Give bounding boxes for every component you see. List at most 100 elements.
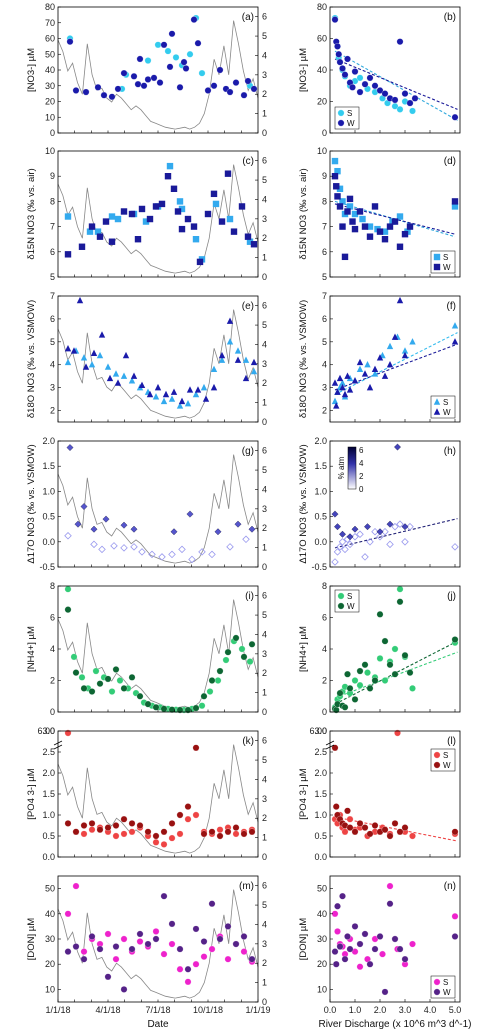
legend-marker — [433, 988, 441, 996]
data-point-s — [198, 702, 206, 710]
data-point-w — [112, 666, 120, 673]
data-point-w — [371, 365, 379, 373]
y-tick-label: 20 — [317, 97, 327, 107]
y2-tick-label: 3 — [262, 794, 267, 804]
data-point-w — [339, 223, 346, 230]
data-point-s — [86, 228, 94, 235]
data-point-s — [346, 815, 354, 823]
data-point-w — [361, 370, 369, 377]
data-point-w — [391, 218, 399, 225]
data-point-s — [80, 354, 88, 361]
data-point-w — [230, 228, 238, 235]
y-tick-label: 1.0 — [42, 810, 55, 820]
data-point-w — [224, 923, 232, 930]
data-point-w — [240, 91, 248, 99]
data-point-s — [351, 210, 359, 218]
data-point-w — [202, 395, 210, 402]
data-point-w — [146, 390, 154, 398]
data-point-s — [178, 205, 186, 213]
data-point-s — [108, 213, 116, 220]
y2-tick-label: 6 — [262, 736, 267, 746]
y2-tick-label: 2 — [262, 378, 267, 388]
data-point-s — [80, 948, 88, 955]
data-point-w — [180, 58, 188, 66]
data-point-w — [224, 648, 232, 656]
data-point-s — [144, 57, 152, 64]
data-point-s — [379, 950, 386, 958]
data-point-w — [232, 634, 240, 642]
data-point-w — [152, 832, 160, 840]
y2-tick-label: 0 — [262, 562, 267, 572]
y-tick-label: 5 — [50, 337, 55, 347]
data-point-w — [72, 669, 80, 676]
panel-l: 0.0 0.5 1.0 1.5 2.0 2.5 3.06.00 (l) [PO4 3-] µM S… — [298, 726, 461, 862]
data-point-s — [184, 399, 192, 407]
data-point-open — [178, 545, 186, 554]
data-point-w — [366, 233, 374, 240]
data-point-w — [192, 744, 200, 752]
data-point-s — [96, 351, 104, 359]
data-point-w — [356, 667, 364, 675]
y-axis-label: δ18O NO3 (‰ vs. VSMOW) — [298, 300, 309, 418]
y-break-label: 6.00 — [37, 726, 55, 736]
data-point-w — [102, 218, 110, 225]
data-point-w — [168, 30, 176, 38]
data-point-w — [128, 820, 136, 827]
data-point-w — [90, 349, 98, 356]
data-point-w — [386, 661, 394, 669]
data-point-w — [64, 251, 72, 258]
data-point-s — [351, 677, 359, 684]
data-point-filled — [170, 528, 178, 536]
data-point-w — [396, 243, 404, 250]
legend: SW — [430, 250, 456, 274]
data-point-s — [250, 367, 258, 375]
y-axis-label: Δ17O NO3 (‰ vs. VSMOW) — [298, 444, 309, 563]
data-point-filled — [364, 523, 371, 531]
data-point-w — [346, 685, 354, 692]
data-point-s — [168, 940, 176, 948]
data-point-w — [341, 253, 349, 261]
panel-m: 0 1 2 3 4 5 6 10 20 30 40 50 1/1/18 4/1/18 7/1/18 10/1/… — [26, 875, 271, 1030]
data-point-w — [224, 170, 232, 177]
data-point-w — [341, 390, 349, 398]
y2-tick-label: 5 — [262, 755, 267, 765]
data-point-w — [351, 923, 359, 930]
data-point-w — [332, 803, 340, 810]
data-point-s — [176, 402, 184, 409]
data-point-w — [226, 88, 234, 96]
data-point-w — [451, 198, 459, 205]
data-point-s — [206, 688, 214, 695]
data-point-s — [396, 585, 404, 593]
legend-marker — [433, 253, 441, 261]
data-point-s — [112, 370, 120, 377]
panel-h: -0.5 0.0 0.5 1.0 1.5 2.0 (h) Δ17O NO3 (‰ vs. VS… — [298, 436, 461, 572]
data-point-s — [216, 826, 224, 834]
y-tick-label: 1.5 — [42, 789, 55, 799]
data-point-s — [451, 322, 459, 329]
data-point-filled — [186, 510, 194, 518]
data-point-open — [110, 542, 118, 550]
data-point-w — [78, 243, 86, 250]
data-point-w — [366, 74, 374, 82]
y-tick-label: 9 — [50, 171, 55, 181]
data-point-w — [240, 933, 248, 940]
data-point-s — [152, 928, 160, 935]
panel-label: (l) — [447, 736, 456, 747]
y-axis-label: δ18O NO3 (‰ vs. VSMOW) — [26, 300, 37, 418]
data-point-filled — [66, 444, 74, 452]
data-point-w — [401, 955, 409, 963]
data-point-w — [376, 87, 384, 94]
data-point-w — [204, 87, 212, 94]
y2-tick-label: 6 — [262, 591, 267, 601]
axis-break — [325, 744, 335, 750]
data-point-w — [371, 203, 379, 210]
panel-i: 0 1 2 3 4 5 6 0 2 4 6 8 (i) [NH4+] µM — [26, 581, 267, 717]
data-point-s — [242, 356, 250, 363]
y2-tick-label: 3 — [262, 214, 267, 224]
data-point-w — [331, 948, 339, 955]
data-point-s — [391, 645, 399, 653]
data-point-s — [104, 363, 112, 370]
data-point-w — [344, 670, 351, 678]
data-point-w — [144, 828, 152, 836]
data-point-w — [349, 83, 356, 91]
